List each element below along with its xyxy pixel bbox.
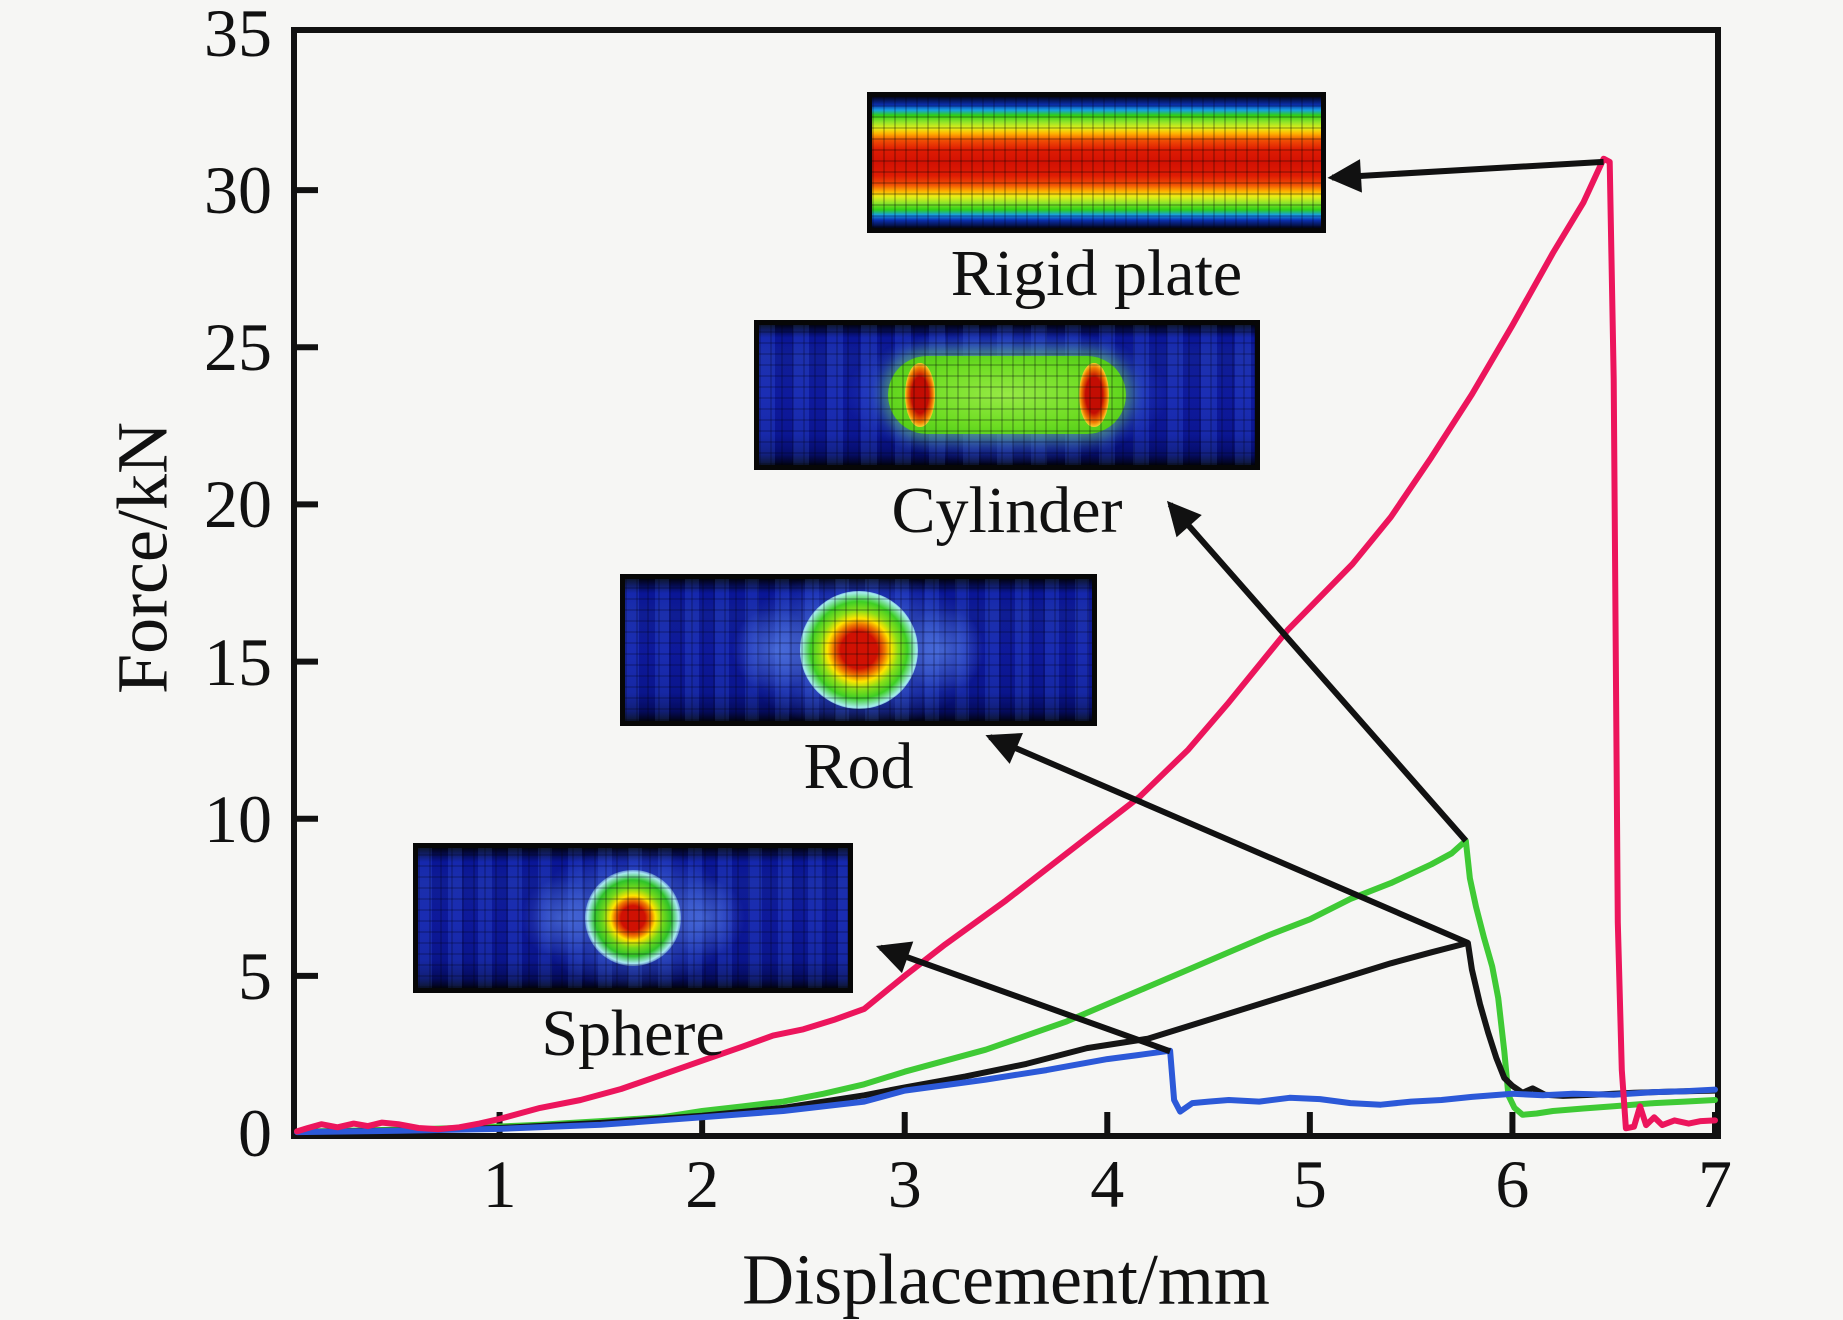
annotation-arrows [875, 158, 1604, 1055]
plot-area [291, 27, 1721, 1139]
arrow-to-sphere [875, 941, 1172, 1055]
y-tick-label: 20 [204, 466, 272, 543]
sphere-stress-hotspot [585, 870, 681, 966]
y-tick-label: 35 [204, 0, 272, 71]
inset-sphere: Sphere [413, 843, 853, 1069]
arrow-to-cylinder [1166, 500, 1469, 843]
x-tick-label: 4 [1090, 1146, 1125, 1222]
inset-cylinder: Cylinder [754, 320, 1260, 546]
y-tick-label: 25 [204, 309, 272, 386]
y-tick-label: 5 [238, 937, 272, 1014]
inset-label-rod: Rod [803, 730, 914, 803]
contour-image-sphere [413, 843, 853, 993]
y-tick-label: 0 [238, 1095, 272, 1171]
series-curve-cylinder [294, 837, 1718, 1135]
y-tick-label: 10 [204, 780, 272, 857]
x-tick-label: 6 [1495, 1146, 1530, 1222]
series-curve-rigid-plate [294, 155, 1718, 1135]
inset-label-rigid-plate: Rigid plate [950, 237, 1243, 310]
y-tick-label: 15 [204, 623, 272, 700]
inset-label-cylinder: Cylinder [891, 474, 1123, 547]
tick-marks [297, 187, 1718, 1133]
y-tick-label: 30 [204, 152, 272, 229]
series-curves [294, 155, 1718, 1136]
contour-image-rigid-plate [867, 92, 1326, 233]
arrow-to-rigid-plate [1327, 158, 1604, 193]
cylinder-contact-patch [887, 355, 1127, 435]
cylinder-stress-hotspot-left [905, 362, 936, 428]
x-axis-title: Displacement/mm [742, 1239, 1270, 1320]
x-tick-label: 5 [1292, 1146, 1327, 1222]
inset-rod: Rod [620, 574, 1097, 802]
rod-stress-hotspot [799, 591, 918, 709]
arrow-to-rod [985, 732, 1470, 946]
inset-label-sphere: Sphere [541, 997, 725, 1070]
x-tick-label: 3 [887, 1146, 922, 1222]
contour-image-rod [620, 574, 1097, 726]
inset-rigid-plate: Rigid plate [867, 92, 1326, 309]
x-tick-label: 2 [685, 1146, 720, 1222]
cylinder-stress-hotspot-right [1078, 362, 1109, 428]
x-tick-label: 1 [482, 1146, 517, 1222]
series-curve-sphere [294, 1047, 1718, 1136]
x-tick-label: 7 [1698, 1146, 1732, 1222]
contour-image-cylinder [754, 320, 1260, 470]
